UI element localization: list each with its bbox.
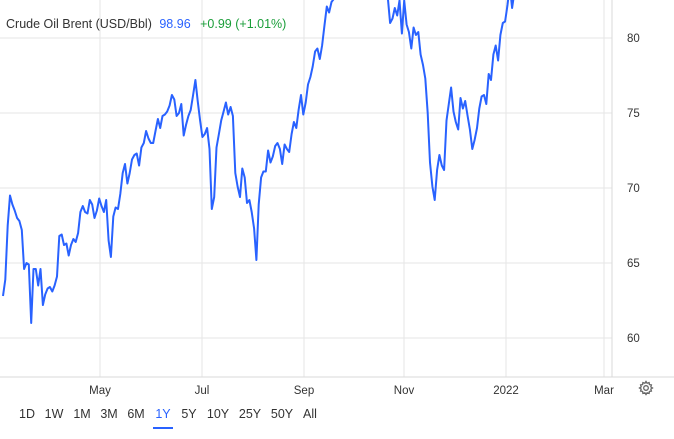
x-tick-label: Nov bbox=[394, 385, 415, 397]
range-button-3m[interactable]: 3M bbox=[100, 407, 118, 421]
y-tick-label: 60 bbox=[627, 333, 640, 345]
y-tick-label: 80 bbox=[627, 33, 640, 45]
range-button-10y[interactable]: 10Y bbox=[206, 407, 230, 421]
range-button-1y[interactable]: 1Y bbox=[153, 407, 173, 429]
range-button-50y[interactable]: 50Y bbox=[270, 407, 294, 421]
range-button-1d[interactable]: 1D bbox=[19, 407, 35, 421]
y-tick-label: 75 bbox=[627, 108, 640, 120]
x-tick-label: May bbox=[89, 385, 111, 397]
range-button-1m[interactable]: 1M bbox=[73, 407, 91, 421]
axis-layer: 6065707580859095100MayJulSepNov2022Mar bbox=[0, 0, 674, 397]
range-button-25y[interactable]: 25Y bbox=[238, 407, 262, 421]
x-tick-label: 2022 bbox=[493, 385, 519, 397]
x-tick-label: Jul bbox=[195, 385, 210, 397]
y-tick-label: 65 bbox=[627, 258, 640, 270]
price-change: +0.99 (+1.01%) bbox=[200, 17, 287, 31]
x-tick-label: Mar bbox=[594, 385, 614, 397]
range-button-5y[interactable]: 5Y bbox=[181, 407, 197, 421]
series-line bbox=[2, 0, 515, 324]
current-price: 98.96 bbox=[159, 17, 191, 31]
y-tick-label: 70 bbox=[627, 183, 640, 195]
x-tick-label: Sep bbox=[294, 385, 314, 397]
range-button-6m[interactable]: 6M bbox=[127, 407, 145, 421]
gear-icon[interactable] bbox=[638, 380, 654, 396]
range-button-1w[interactable]: 1W bbox=[44, 407, 64, 421]
chart-legend: Crude Oil Brent (USD/Bbl) 98.96 +0.99 (+… bbox=[6, 17, 286, 31]
range-selector: 1D 1W 1M 3M 6M 1Y 5Y 10Y 25Y 50Y All bbox=[0, 400, 340, 430]
grid-layer bbox=[0, 0, 612, 377]
instrument-name: Crude Oil Brent (USD/Bbl) bbox=[6, 17, 152, 31]
series-layer bbox=[2, 0, 515, 324]
range-button-all[interactable]: All bbox=[303, 407, 317, 421]
